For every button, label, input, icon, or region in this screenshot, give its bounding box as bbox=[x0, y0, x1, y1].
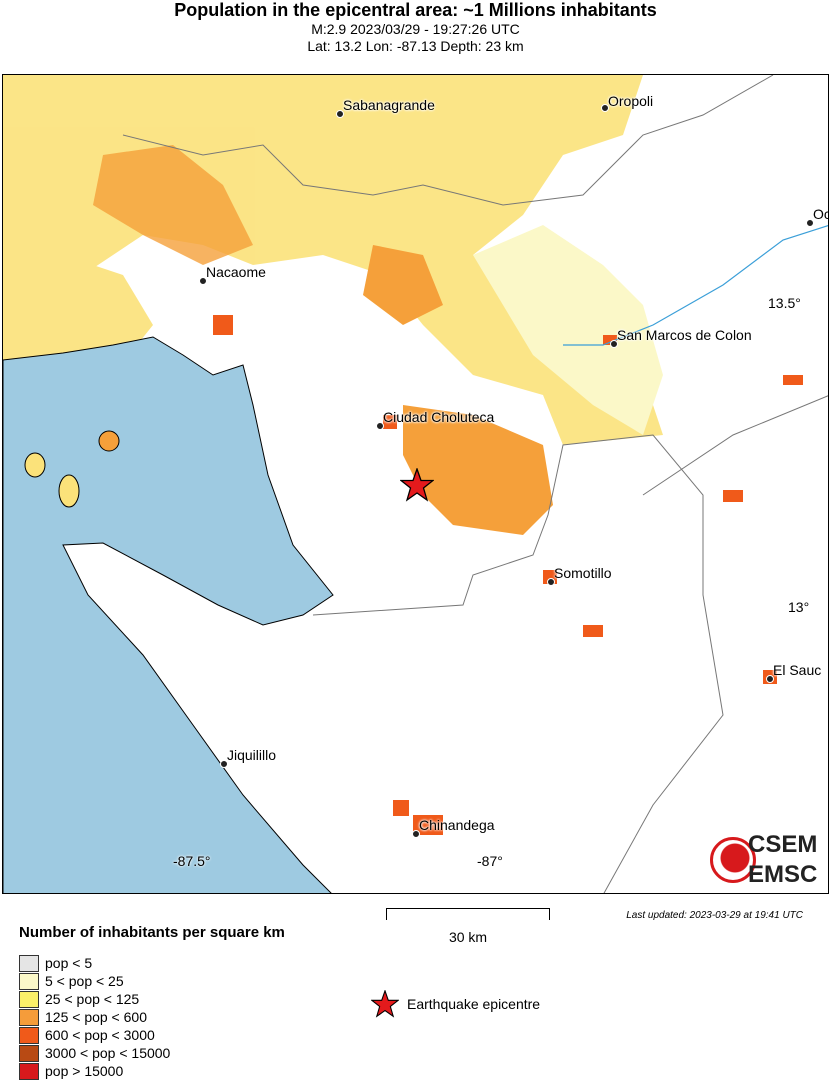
star-icon bbox=[371, 990, 399, 1018]
map-layers bbox=[3, 75, 828, 893]
csem-emsc-logo: CSEM EMSC bbox=[708, 831, 826, 891]
event-location: Lat: 13.2 Lon: -87.13 Depth: 23 km bbox=[307, 38, 524, 54]
map-title: Population in the epicentral area: ~1 Mi… bbox=[174, 0, 657, 20]
city-marker bbox=[376, 422, 384, 430]
event-info: M:2.9 2023/03/29 - 19:27:26 UTC bbox=[311, 21, 520, 37]
lon-tick: -87.5° bbox=[173, 853, 211, 869]
legend-item: 25 < pop < 125 bbox=[19, 990, 139, 1008]
legend-swatch bbox=[19, 990, 39, 1008]
islands bbox=[24, 430, 120, 508]
lat-tick: 13.5° bbox=[768, 295, 801, 311]
borders bbox=[122, 75, 828, 893]
legend-swatch bbox=[19, 954, 39, 972]
legend-label: 3000 < pop < 15000 bbox=[45, 1045, 171, 1061]
city-label: Chinandega bbox=[419, 817, 495, 833]
legend-label: pop > 15000 bbox=[45, 1063, 124, 1079]
legend-title: Number of inhabitants per square km bbox=[19, 924, 285, 941]
legend-item: 600 < pop < 3000 bbox=[19, 1026, 155, 1044]
city-label: Nacaome bbox=[206, 264, 266, 280]
legend-swatch bbox=[19, 1008, 39, 1026]
population-high-density bbox=[213, 315, 803, 835]
city-marker bbox=[547, 578, 555, 586]
city-label: San Marcos de Colon bbox=[617, 327, 752, 343]
sea bbox=[3, 336, 334, 893]
legend-item: 125 < pop < 600 bbox=[19, 1008, 147, 1026]
legend-epicentre-label: Earthquake epicentre bbox=[407, 996, 541, 1012]
city-label: Sabanagrande bbox=[343, 97, 435, 113]
legend-item: pop < 5 bbox=[19, 954, 92, 972]
legend-swatch bbox=[19, 1044, 39, 1062]
legend-label: 25 < pop < 125 bbox=[45, 991, 140, 1007]
legend-epicentre: Earthquake epicentre bbox=[371, 990, 540, 1018]
legend-swatch bbox=[19, 1062, 39, 1080]
city-label: Oropoli bbox=[608, 93, 654, 109]
river bbox=[563, 225, 828, 346]
legend-label: 125 < pop < 600 bbox=[45, 1009, 147, 1025]
city-marker bbox=[806, 219, 814, 227]
city-marker bbox=[610, 340, 618, 348]
city-marker bbox=[220, 760, 228, 768]
lat-tick: 13° bbox=[788, 599, 810, 615]
city-marker bbox=[412, 830, 420, 838]
epicentre-star-icon bbox=[400, 468, 434, 502]
legend-label: pop < 5 bbox=[45, 955, 93, 971]
city-marker bbox=[601, 104, 609, 112]
city-label: Oc bbox=[813, 206, 828, 222]
legend-item: pop > 15000 bbox=[19, 1062, 123, 1080]
legend-item: 3000 < pop < 15000 bbox=[19, 1044, 170, 1062]
lon-tick: -87° bbox=[477, 853, 503, 869]
last-updated: Last updated: 2023-03-29 at 19:41 UTC bbox=[626, 910, 803, 921]
logo-top: CSEM bbox=[748, 831, 818, 858]
legend-swatch bbox=[19, 1026, 39, 1044]
city-label: Ciudad Choluteca bbox=[383, 409, 495, 425]
scale-bar bbox=[386, 908, 550, 920]
population-very-low-density bbox=[473, 225, 663, 435]
scale-label: 30 km bbox=[448, 929, 488, 945]
population-map: Sabanagrande Oropoli Oc Nacaome San Marc… bbox=[2, 74, 829, 894]
city-marker bbox=[199, 277, 207, 285]
legend-swatch bbox=[19, 972, 39, 990]
legend-item: 5 < pop < 25 bbox=[19, 972, 124, 990]
city-marker bbox=[766, 675, 774, 683]
legend-label: 600 < pop < 3000 bbox=[45, 1027, 155, 1043]
city-label: El Sauc bbox=[773, 662, 822, 678]
city-marker bbox=[336, 110, 344, 118]
logo-bottom: EMSC bbox=[748, 861, 818, 888]
city-label: Jiquilillo bbox=[227, 747, 277, 763]
legend-label: 5 < pop < 25 bbox=[45, 973, 124, 989]
city-label: Somotillo bbox=[554, 565, 612, 581]
